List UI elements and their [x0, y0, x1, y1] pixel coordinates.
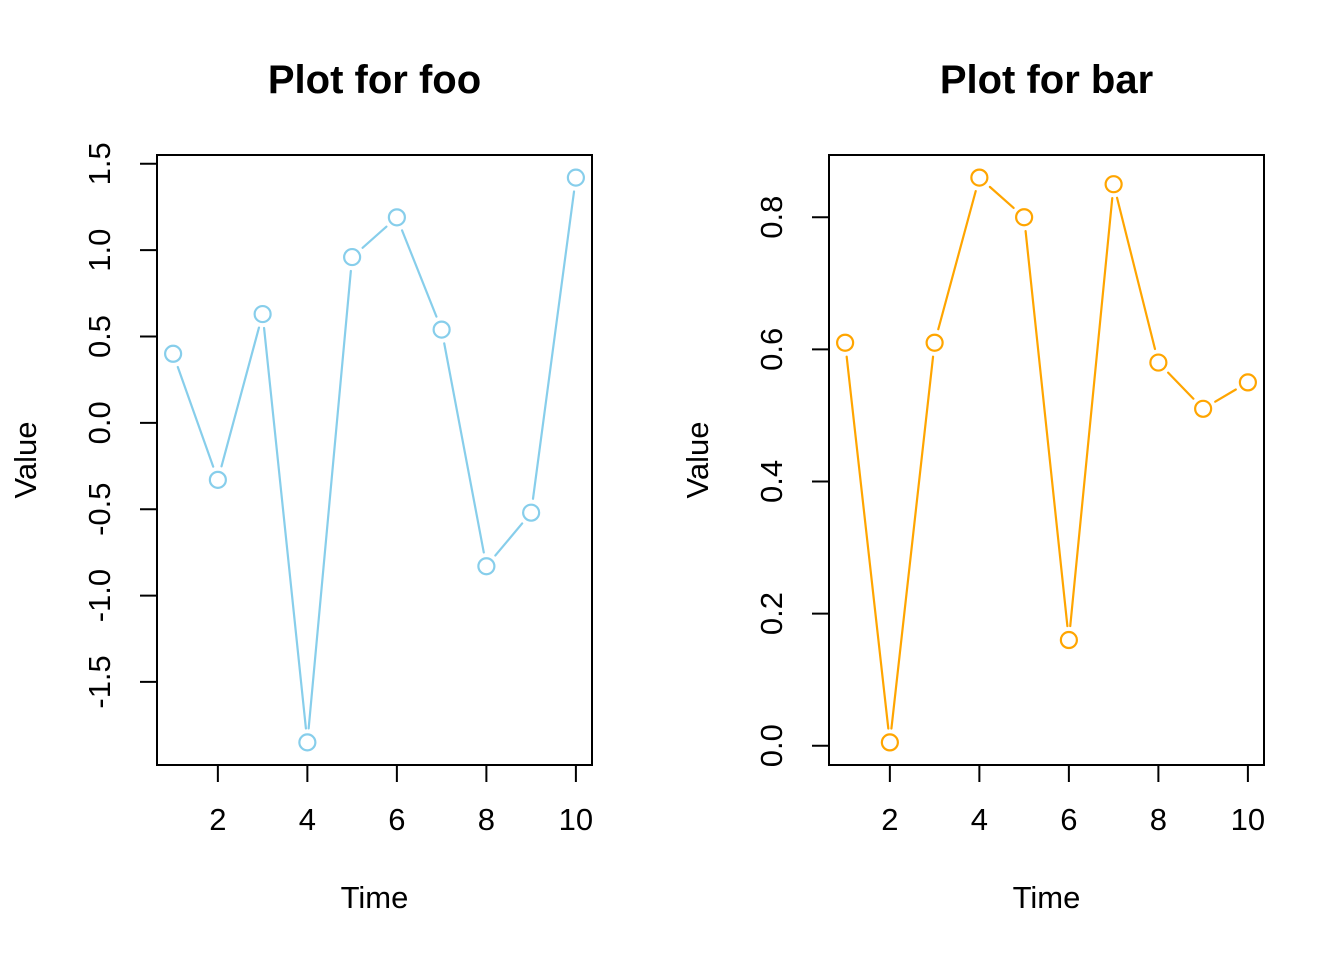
foo-plot-svg: Plot for foo Time Value 2 4 6 8 10 -1.5 -1.0 -0.5 0…: [8, 58, 593, 915]
data-point-marker: [880, 733, 899, 752]
data-point-marker: [298, 733, 317, 752]
data-point-marker: [208, 470, 227, 489]
y-axis-label: Value: [680, 422, 715, 499]
data-point-marker: [1238, 373, 1257, 392]
data-line-segment: [361, 225, 388, 249]
data-line-segment: [262, 326, 308, 730]
x-tick-label: 2: [209, 802, 226, 837]
data-point-marker: [1059, 630, 1078, 650]
data-line-segment: [176, 365, 215, 468]
data-point-marker: [253, 304, 272, 324]
y-tick-label: 0.0: [754, 724, 789, 767]
x-tick-label: 6: [388, 802, 405, 837]
data-line-segment: [400, 229, 438, 318]
panel-bar: Plot for bar Time Value 2 4 6 8 10 0.0 0.2 0.4 0.6 0…: [672, 0, 1344, 960]
data-point-marker: [970, 168, 989, 187]
data-line-segment: [1069, 197, 1114, 628]
x-tick-label: 10: [559, 802, 593, 837]
y-tick-label: 0.6: [754, 328, 789, 371]
data-line-segment: [307, 269, 352, 730]
y-tick-label: 0.2: [754, 592, 789, 635]
x-tick-label: 8: [1150, 802, 1167, 837]
data-point-marker: [836, 333, 855, 352]
y-tick-label: 1.5: [82, 142, 117, 185]
data-point-marker: [522, 503, 541, 522]
y-axis-label: Value: [8, 422, 43, 499]
data-line-segment: [1115, 196, 1157, 351]
x-axis-label: Time: [341, 880, 409, 915]
x-tick-label: 2: [881, 802, 898, 837]
bar-plot-svg: Plot for bar Time Value 2 4 6 8 10 0.0 0.2 0.4 0.6 0…: [680, 58, 1265, 915]
data-line-segment: [443, 342, 485, 554]
data-line-segment: [531, 190, 576, 500]
data-point-marker: [1015, 208, 1034, 227]
y-tick-label: 0.0: [82, 401, 117, 444]
data-point-marker: [1194, 399, 1213, 418]
data-line-segment: [890, 355, 935, 730]
data-point-marker: [477, 557, 496, 576]
data-line-segment: [845, 355, 890, 730]
data-point-marker: [164, 344, 183, 363]
x-tick-label: 8: [478, 802, 495, 837]
plot-box: [828, 154, 1265, 766]
x-tick-label: 10: [1231, 802, 1265, 837]
data-line-segment: [988, 185, 1015, 210]
data-point-marker: [387, 208, 406, 227]
data-line-segment: [1167, 371, 1195, 400]
data-line-segment: [937, 190, 977, 331]
y-tick-label: 0.4: [754, 460, 789, 503]
y-tick-label: -1.0: [82, 569, 117, 622]
y-tick-label: -1.5: [82, 655, 117, 708]
y-tick-label: 0.8: [754, 196, 789, 239]
plot-title: Plot for foo: [268, 58, 481, 102]
y-tick-label: -0.5: [82, 483, 117, 536]
panel-foo: Plot for foo Time Value 2 4 6 8 10 -1.5 -1.0 -0.5 0…: [8, 58, 593, 915]
data-point-marker: [1149, 353, 1168, 372]
x-tick-label: 4: [971, 802, 988, 837]
data-point-marker: [1104, 175, 1123, 194]
data-point-marker: [432, 320, 451, 339]
y-tick-label: 0.5: [82, 315, 117, 358]
data-point-marker: [925, 333, 944, 352]
data-point-marker: [566, 168, 585, 187]
plot-title: Plot for bar: [940, 58, 1153, 102]
data-point-marker: [343, 247, 362, 267]
x-axis-label: Time: [1013, 880, 1081, 915]
y-tick-label: 1.0: [82, 229, 117, 272]
data-line-segment: [1214, 388, 1237, 403]
plot-box: [156, 154, 593, 766]
data-line-segment: [1024, 230, 1069, 628]
data-line-segment: [220, 326, 261, 468]
data-line-segment: [494, 522, 524, 557]
x-tick-label: 6: [1060, 802, 1077, 837]
x-tick-label: 4: [299, 802, 316, 837]
